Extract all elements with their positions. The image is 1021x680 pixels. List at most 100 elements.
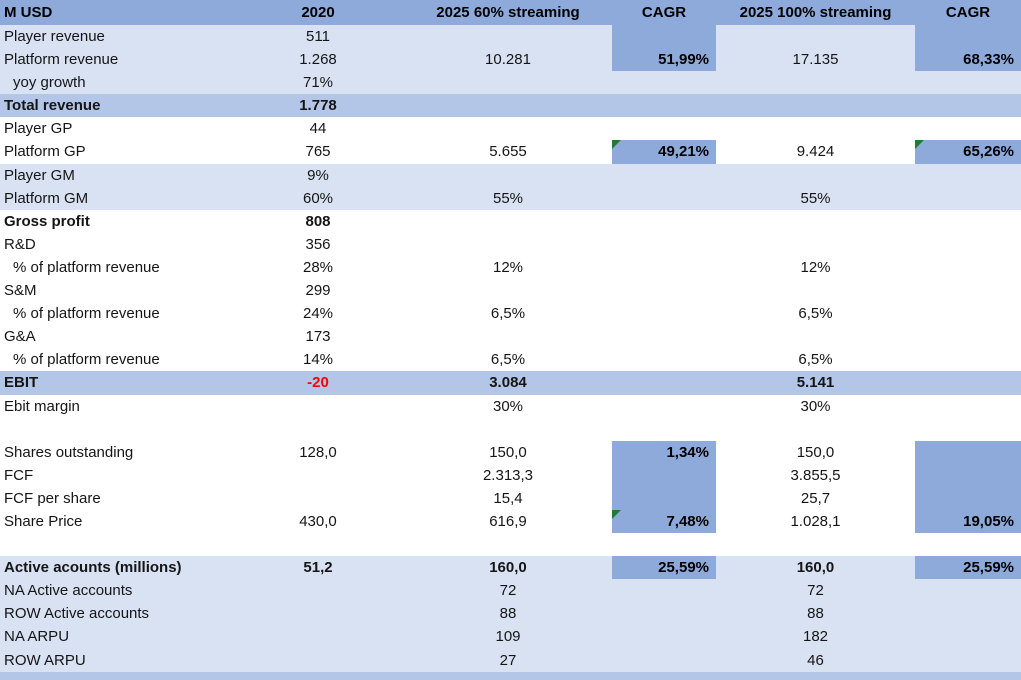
table-row: Total revenue 1.778	[0, 94, 1021, 118]
cagr-top-value	[922, 25, 1014, 48]
cell-label: G&A	[4, 328, 36, 346]
cagr-top-value	[922, 441, 1014, 464]
cell-2025-60: 6,5%	[490, 305, 526, 323]
cell-label: FCF	[4, 466, 34, 484]
cell-2025-100	[716, 418, 915, 441]
cell-cagr-100	[915, 395, 1021, 418]
cell-2020: 765	[305, 143, 331, 161]
green-corner-flag-icon	[915, 140, 924, 150]
cagr-top-value: 1,34%	[666, 443, 709, 461]
cell-2025-100: 25,7	[800, 489, 831, 507]
table-row: Platform GP 765 5.655 49,21% 9.424 65,26%	[0, 140, 1021, 164]
cell-spacer	[349, 117, 404, 140]
cell-cagr-100	[915, 71, 1021, 94]
cell-label: Share Price	[4, 512, 83, 530]
table-row: % of platform revenue 24% 6,5% 6,5%	[0, 302, 1021, 326]
table-row	[0, 417, 1021, 441]
table-row: Player GP 44	[0, 117, 1021, 141]
cell-2025-100	[716, 279, 915, 302]
cell-cagr-60	[612, 533, 716, 556]
cell-2025-60	[404, 279, 612, 302]
cell-2020	[287, 625, 349, 648]
cell-cagr-60	[612, 71, 716, 94]
cell-2025-100: 55%	[800, 189, 831, 207]
cell-2020: 44	[309, 120, 327, 138]
cell-2020: 808	[305, 212, 331, 230]
cell-2025-60: 12%	[492, 258, 524, 276]
cagr-bottom-value: 19,05%	[963, 513, 1014, 531]
table-row	[0, 533, 1021, 557]
cell-cagr-60: 49,21%	[612, 140, 716, 164]
cell-cagr-100	[915, 649, 1021, 672]
cell-spacer	[349, 602, 404, 625]
cell-cagr-100	[915, 210, 1021, 233]
cell-2020: 60%	[302, 189, 334, 207]
cell-spacer	[349, 487, 404, 510]
cell-2020: 14%	[302, 351, 334, 369]
cell-2025-60: 55%	[492, 189, 524, 207]
cell-label: Player GP	[4, 120, 73, 138]
cagr-merged-cell: 19,05%	[915, 440, 1021, 534]
cell-2020: 430,0	[299, 512, 337, 530]
cell-2025-60: 6,5%	[490, 351, 526, 369]
cell-label: Player GM	[4, 166, 75, 184]
cell-spacer	[349, 94, 404, 117]
cell-2020	[287, 533, 349, 556]
cell-2025-100: 72	[807, 582, 824, 600]
cell-2025-60: 88	[499, 605, 517, 623]
cell-2020: 71%	[302, 74, 334, 92]
cell-cagr-100	[915, 325, 1021, 348]
cell-spacer	[349, 418, 404, 441]
cell-2025-100: 3.855,5	[790, 466, 841, 484]
cell-2025-60	[404, 164, 612, 187]
cell-cagr-60	[612, 395, 716, 418]
cell-2025-60	[404, 94, 612, 117]
table-row: S&M 299	[0, 279, 1021, 303]
cell-2025-100: 150,0	[796, 443, 835, 461]
cagr-merged-cell: 68,33%	[915, 25, 1021, 72]
cell-2025-60	[404, 533, 612, 556]
table-row: G&A 173	[0, 325, 1021, 349]
cagr-bottom-value: 7,48%	[666, 513, 709, 531]
table-row: NA Active accounts 72 72	[0, 579, 1021, 603]
cell-2025-60: 160,0	[489, 559, 527, 577]
cell-cagr-100: 65,26%	[915, 140, 1021, 164]
cell-2020	[287, 649, 349, 672]
cell-2020: -20	[307, 374, 329, 392]
cell-2025-100: 46	[807, 651, 824, 669]
header-cagr-1: CAGR	[641, 4, 687, 21]
cell-2020: 24%	[302, 305, 334, 323]
cell-spacer	[349, 164, 404, 187]
cell-spacer	[349, 348, 404, 371]
table-row: R&D 356	[0, 232, 1021, 256]
cell-cagr-100	[915, 302, 1021, 325]
header-spacer	[349, 0, 404, 25]
cell-cagr-100	[915, 256, 1021, 279]
cell-2025-100: 9.424	[796, 143, 835, 161]
cell-2025-60: 27	[499, 651, 517, 669]
cell-cagr-60: 25,59%	[612, 556, 716, 580]
cell-2025-60: 5.655	[489, 143, 527, 161]
cell-cagr-100	[915, 579, 1021, 602]
cell-2025-60	[404, 117, 612, 140]
cell-2025-60: 616,9	[489, 512, 527, 530]
cell-label: % of platform revenue	[13, 305, 160, 323]
cell-label: NA Active accounts	[4, 582, 133, 600]
table-row: % of platform revenue 28% 12% 12%	[0, 255, 1021, 280]
table-row: Platform GM 60% 55% 55%	[0, 186, 1021, 210]
table-row: ROW Active accounts 88 88	[0, 602, 1021, 626]
cell-cagr-60	[612, 325, 716, 348]
cell-2025-60	[404, 25, 612, 48]
cell-2020: 511	[306, 28, 330, 45]
cell-2025-100: 182	[802, 628, 829, 646]
cell-label: Player revenue	[4, 28, 105, 45]
cell-spacer	[349, 464, 404, 487]
cell-cagr-100	[915, 348, 1021, 371]
cell-2025-100	[716, 25, 915, 48]
cell-label: ROW ARPU	[4, 651, 86, 669]
table-row: Ebit margin 30% 30%	[0, 394, 1021, 418]
cell-2020: 28%	[302, 258, 334, 276]
cell-2025-100	[716, 164, 915, 187]
cell-2025-60: 72	[499, 582, 517, 600]
